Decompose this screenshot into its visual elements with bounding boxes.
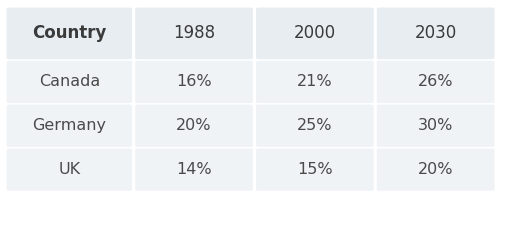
- Text: 26%: 26%: [418, 74, 454, 89]
- FancyBboxPatch shape: [7, 8, 132, 59]
- FancyBboxPatch shape: [135, 148, 253, 191]
- FancyBboxPatch shape: [7, 148, 132, 191]
- FancyBboxPatch shape: [377, 8, 495, 59]
- FancyBboxPatch shape: [256, 148, 374, 191]
- Text: 30%: 30%: [418, 118, 454, 133]
- FancyBboxPatch shape: [7, 61, 132, 103]
- Text: 1988: 1988: [173, 24, 215, 42]
- Text: 20%: 20%: [418, 162, 454, 177]
- FancyBboxPatch shape: [256, 8, 374, 59]
- FancyBboxPatch shape: [135, 105, 253, 147]
- Text: 2030: 2030: [415, 24, 457, 42]
- Text: Country: Country: [32, 24, 106, 42]
- Text: 21%: 21%: [297, 74, 333, 89]
- FancyBboxPatch shape: [377, 105, 495, 147]
- Text: UK: UK: [58, 162, 80, 177]
- Text: Canada: Canada: [39, 74, 100, 89]
- FancyBboxPatch shape: [377, 148, 495, 191]
- FancyBboxPatch shape: [135, 61, 253, 103]
- Text: 20%: 20%: [176, 118, 212, 133]
- FancyBboxPatch shape: [135, 8, 253, 59]
- FancyBboxPatch shape: [7, 105, 132, 147]
- Text: 16%: 16%: [176, 74, 212, 89]
- Text: Germany: Germany: [32, 118, 106, 133]
- Text: 15%: 15%: [297, 162, 333, 177]
- FancyBboxPatch shape: [256, 61, 374, 103]
- Text: 14%: 14%: [176, 162, 212, 177]
- FancyBboxPatch shape: [377, 61, 495, 103]
- Text: 25%: 25%: [297, 118, 333, 133]
- Text: 2000: 2000: [294, 24, 336, 42]
- FancyBboxPatch shape: [256, 105, 374, 147]
